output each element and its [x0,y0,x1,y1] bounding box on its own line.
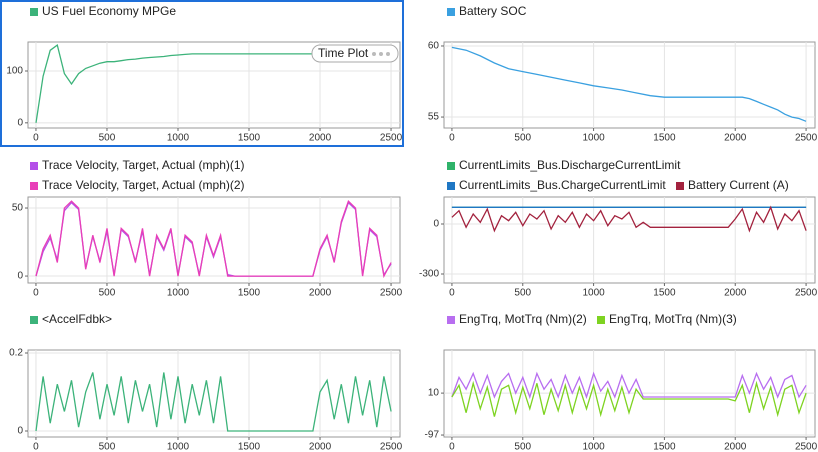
x-tick-label: 500 [99,288,116,299]
panel: 0 500 1000 1500 2000 2500 -300 0 CurrentLimits_B… [419,158,818,298]
y-tick-label: 0 [17,117,23,128]
y-tick-label: -300 [419,269,439,280]
x-tick-label: 500 [514,133,531,144]
badge-dot [386,52,390,56]
x-tick-label: 500 [514,288,531,299]
x-tick-label: 0 [449,288,455,299]
panel: 0 500 1000 1500 2000 2500 0 100 US Fuel Economy … [6,4,402,143]
x-tick-label: 2500 [795,442,818,452]
legend-label: Trace Velocity, Target, Actual (mph)(1) [42,158,245,172]
y-tick-label: 100 [6,66,23,77]
y-tick-label: 0 [17,426,23,437]
x-tick-label: 0 [33,133,39,144]
selection-border [0,0,404,147]
y-tick-label: 0.2 [9,348,23,359]
legend-label: CurrentLimits_Bus.DischargeCurrentLimit [459,158,681,172]
panel: 0 500 1000 1500 2000 2500 -97 10 EngTrq, MotTrq … [425,312,818,452]
x-tick-label: 1000 [582,442,605,452]
legend-swatch [676,182,684,190]
x-tick-label: 1500 [238,442,261,452]
y-tick-label: 60 [428,41,440,52]
x-tick-label: 2000 [724,442,747,452]
x-tick-label: 1500 [653,133,676,144]
legend-swatch [30,182,38,190]
legend-label: CurrentLimits_Bus.ChargeCurrentLimit [459,178,666,192]
y-tick-label: 50 [12,203,24,214]
plot-area [27,349,401,438]
x-tick-label: 0 [33,288,39,299]
legend-swatch [447,316,455,324]
x-tick-label: 2500 [795,133,818,144]
x-tick-label: 2500 [380,442,403,452]
legend-label: EngTrq, MotTrq (Nm)(2) [459,312,587,326]
x-tick-label: 2500 [795,288,818,299]
series-line [35,200,392,279]
x-tick-label: 2000 [309,133,332,144]
legend-label: Battery SOC [459,4,527,18]
x-tick-label: 1000 [167,133,190,144]
x-tick-label: 500 [99,442,116,452]
legend-swatch [597,316,605,324]
legend-swatch [447,162,455,170]
series-line [451,380,807,418]
legend-swatch [30,162,38,170]
x-tick-label: 1000 [167,288,190,299]
series-line [451,205,807,233]
series-line [451,371,807,400]
x-tick-label: 1000 [582,288,605,299]
x-tick-label: 2500 [380,288,403,299]
legend-label: Battery Current (A) [688,178,789,192]
badge-dot [379,52,383,56]
badge-label: Time Plot [318,46,369,60]
plot-area [443,41,816,129]
legend-swatch [447,8,455,16]
legend-label: US Fuel Economy MPGe [42,4,176,18]
x-tick-label: 0 [33,442,39,452]
panel: 0 500 1000 1500 2000 2500 0 50 Trace Velocity, T… [12,158,403,298]
x-tick-label: 1000 [582,133,605,144]
panel: 0 500 1000 1500 2000 2500 0 0.2 <AccelFdbk> [9,312,403,452]
badge-box [311,44,399,63]
x-tick-label: 2000 [309,442,332,452]
x-tick-label: 1500 [238,288,261,299]
x-tick-label: 2000 [724,288,747,299]
panel: 0 500 1000 1500 2000 2500 55 60 Battery SOC [428,4,818,143]
plot-area [27,196,401,284]
series-line [35,372,392,432]
legend-swatch [30,316,38,324]
x-tick-label: 1000 [167,442,190,452]
x-tick-label: 0 [449,133,455,144]
legend-swatch [447,182,455,190]
legend-label: <AccelFdbk> [42,312,112,326]
time-plot-badge: Time Plot [311,44,399,63]
badge-dot [372,52,376,56]
legend-label: EngTrq, MotTrq (Nm)(3) [609,312,737,326]
x-tick-label: 2000 [309,288,332,299]
series-line [451,46,807,122]
y-tick-label: 0 [17,271,23,282]
y-tick-label: 0 [433,219,439,230]
y-tick-label: 10 [428,388,440,399]
x-tick-label: 2500 [380,133,403,144]
x-tick-label: 1500 [238,133,261,144]
y-tick-label: -97 [425,430,440,441]
x-tick-label: 500 [514,442,531,452]
x-tick-label: 1500 [653,288,676,299]
plot-area [443,196,816,284]
x-tick-label: 2000 [724,133,747,144]
y-tick-label: 55 [428,112,440,123]
x-tick-label: 0 [449,442,455,452]
legend-label: Trace Velocity, Target, Actual (mph)(2) [42,178,245,192]
x-tick-label: 500 [99,133,116,144]
x-tick-label: 1500 [653,442,676,452]
legend-swatch [30,8,38,16]
